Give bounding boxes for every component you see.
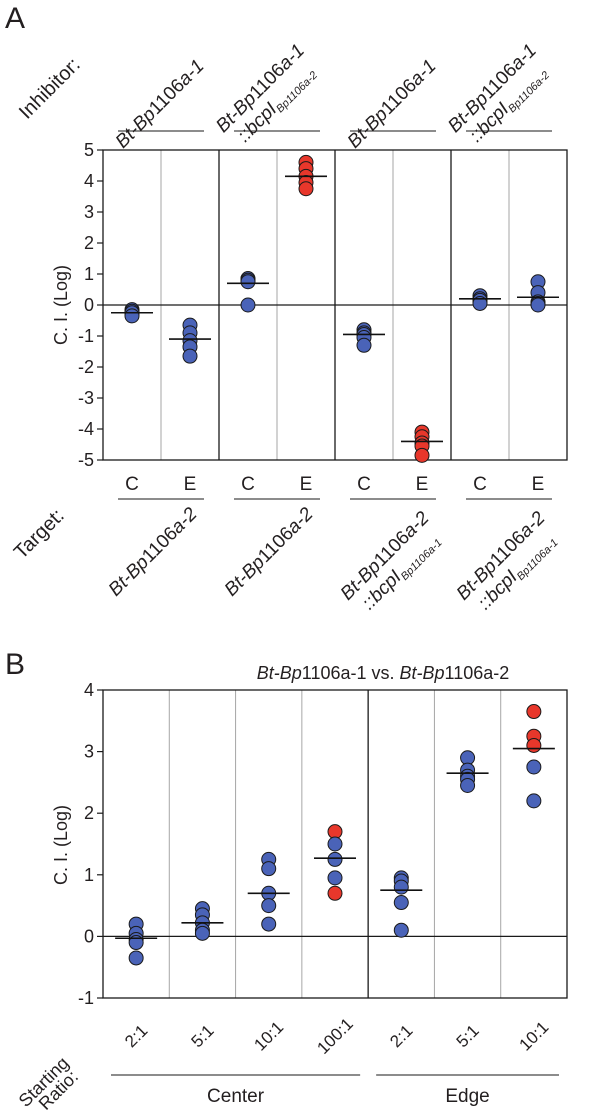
panel-b-x-tick-label: 100:1: [313, 1014, 357, 1058]
target-name: Bt-Bp1106a-2: [221, 503, 318, 600]
title-normal-2: 1106a-2: [445, 663, 510, 683]
inhibitor-label-4: Bt-Bp1106a-1::bcpIBp1106a-2: [444, 40, 552, 147]
panel-a-y-tick-label: -1: [78, 326, 94, 346]
panel-b-data-point: [194, 925, 210, 941]
panel-b-data-point: [128, 950, 144, 966]
panel-b-title: Bt-Bp1106a-1 vs. Bt-Bp1106a-2: [257, 663, 510, 683]
panel-b-x-tick-label: 10:1: [516, 1018, 553, 1055]
panel-a-x-tick-label: E: [184, 474, 197, 495]
panel-b-data-point: [327, 870, 343, 886]
panel-a-x-tick-label: C: [125, 474, 139, 495]
panel-a-y-tick-label: 5: [84, 140, 94, 160]
panel-a-data-point: [298, 181, 314, 197]
panel-a-data-point: [240, 274, 256, 290]
panel-b-data-point: [526, 793, 542, 809]
panel-b-data-point: [526, 704, 542, 720]
panel-a-data-point: [182, 348, 198, 364]
panel-b-x-tick-label: 10:1: [250, 1018, 287, 1055]
title-normal-1: 1106a-1 vs.: [302, 663, 400, 683]
panel-b-y-tick-label: 2: [84, 803, 94, 823]
title-italic-1: Bt-Bp: [257, 663, 302, 683]
inhibitor-label-3: Bt-Bp1106a-1: [344, 56, 441, 153]
panel-b-x-tick-label: 5:1: [453, 1021, 483, 1051]
panel-a-y-tick-label: 4: [84, 171, 94, 191]
panel-a-x-tick-label: C: [473, 474, 487, 495]
panel-a-data-point: [240, 297, 256, 313]
target-label-1: Bt-Bp1106a-2: [105, 503, 202, 600]
target-label-2: Bt-Bp1106a-2: [221, 503, 318, 600]
panel-a-y-tick-label: 2: [84, 233, 94, 253]
panel-b-group-label: Edge: [445, 1086, 489, 1107]
panel-a-x-tick-label: E: [416, 474, 429, 495]
panel-b-y-tick-label: 3: [84, 742, 94, 762]
panel-b-y-tick-label: 1: [84, 865, 94, 885]
panel-b-data-point: [460, 777, 476, 793]
panel-a-y-tick-label: 1: [84, 264, 94, 284]
panel-a-ylabel: C. I. (Log): [51, 265, 71, 345]
panel-a-x-tick-label: E: [300, 474, 313, 495]
panel-b-data-point: [327, 851, 343, 867]
inhibitor-label-1: Bt-Bp1106a-1: [112, 56, 209, 153]
panel-b-x-tick-label: 5:1: [187, 1021, 217, 1051]
target-label: Target:: [10, 505, 69, 564]
inhibitor-label-2: Bt-Bp1106a-1::bcpIBp1106a-2: [212, 40, 320, 147]
panel-b-letter: B: [5, 648, 25, 681]
panel-b-y-tick-label: 4: [84, 680, 94, 700]
panel-b-data-point: [526, 759, 542, 775]
target-name: Bt-Bp1106a-2: [105, 503, 202, 600]
panel-a-y-tick-label: -5: [78, 450, 94, 470]
panel-b-data-point: [327, 836, 343, 852]
target-label-3: Bt-Bp1106a-2::bcpIBp1106a-1: [337, 507, 445, 614]
panel-a-letter: A: [5, 2, 25, 35]
panel-a-y-tick-label: 3: [84, 202, 94, 222]
panel-a-y-tick-label: 0: [84, 295, 94, 315]
panel-a-data-point: [414, 447, 430, 463]
panel-b-x-tick-label: 2:1: [121, 1021, 151, 1051]
panel-a-data-point: [356, 337, 372, 353]
target-label-4: Bt-Bp1106a-2::bcpIBp1106a-1: [453, 507, 561, 614]
panel-b-data-point: [526, 737, 542, 753]
panel-b-data-point: [261, 898, 277, 914]
panel-b-data-point: [261, 916, 277, 932]
panel-a-y-tick-label: -4: [78, 419, 94, 439]
panel-a-x-tick-label: E: [532, 474, 545, 495]
panel-b-y-tick-label: 0: [84, 926, 94, 946]
panel-b-data-point: [393, 922, 409, 938]
panel-b-group-label: Center: [207, 1086, 265, 1107]
panel-b-frame: [102, 689, 568, 999]
panel-a-y-tick-label: -3: [78, 388, 94, 408]
panel-a-data-point: [530, 297, 546, 313]
title-italic-2: Bt-Bp: [400, 663, 445, 683]
panel-b-data-point: [128, 935, 144, 951]
inhibitor-label: Inhibitor:: [15, 54, 85, 124]
panel-a-x-tick-label: C: [357, 474, 371, 495]
panel-b-data-point: [393, 895, 409, 911]
panel-a-data-point: [124, 308, 140, 324]
panel-b-ylabel: C. I. (Log): [51, 805, 71, 885]
panel-a-data-point: [472, 295, 488, 311]
panel-b-plot: 4 3 2 1 0 -1 2:1 5:1 10:1 100:1 2:1 5:1 10:1 Center Ed…: [78, 680, 568, 1107]
panel-a-y-tick-label: -2: [78, 357, 94, 377]
panel-b-y-tick-label: -1: [78, 988, 94, 1008]
inhibitor-name: Bt-Bp1106a-1: [112, 56, 209, 153]
panel-a-x-tick-label: C: [241, 474, 255, 495]
panel-b-data-point: [327, 885, 343, 901]
inhibitor-name: Bt-Bp1106a-1: [344, 56, 441, 153]
panel-b-x-tick-label: 2:1: [386, 1021, 416, 1051]
panel-b-data-point: [393, 879, 409, 895]
panel-b-data-point: [261, 861, 277, 877]
